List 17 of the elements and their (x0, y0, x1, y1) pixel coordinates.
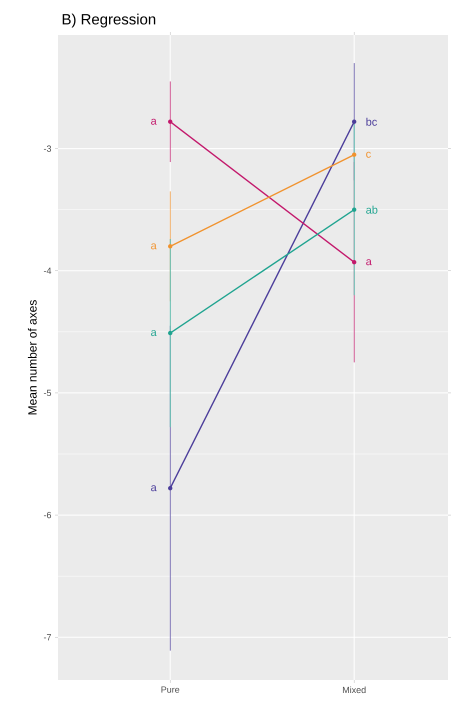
x-tick-label: Pure (161, 686, 180, 693)
y-tick-label: -7 (44, 634, 51, 640)
data-label: c (366, 152, 371, 158)
y-axis-title: Mean number of axes (28, 300, 37, 414)
y-tick-label: -5 (44, 390, 52, 396)
data-label: a (151, 330, 157, 336)
data-label: a (366, 259, 372, 266)
chart-title: B) Regression (62, 14, 156, 28)
data-label: a (151, 118, 157, 125)
y-tick-label: -4 (44, 268, 52, 274)
data-label: a (151, 485, 157, 492)
y-tick-label: -6 (44, 512, 52, 518)
data-label: a (151, 243, 157, 250)
y-tick-label: -3 (44, 145, 52, 152)
x-tick-label: Mixed (342, 686, 366, 694)
data-label: ab (366, 206, 378, 214)
data-label: bc (366, 118, 377, 126)
